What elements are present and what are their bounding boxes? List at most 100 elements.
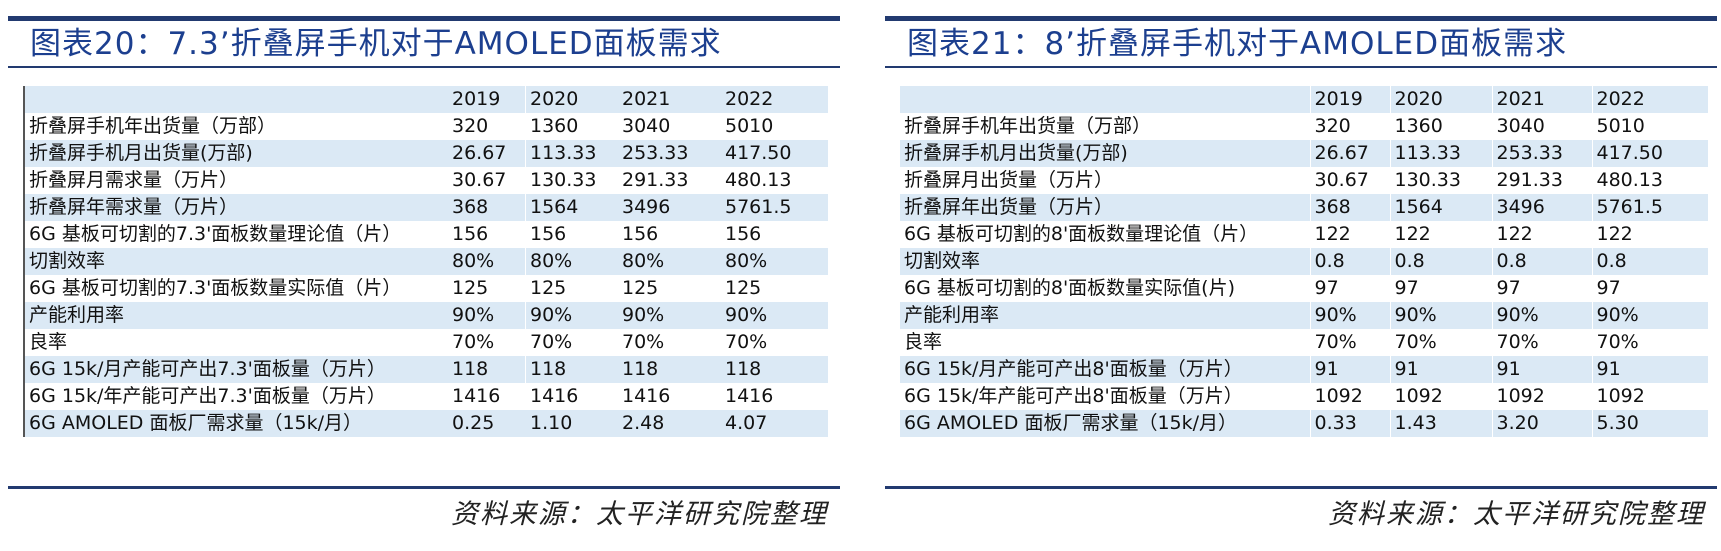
value-cell: 1.43 [1389, 410, 1492, 437]
year-header-cell: 2020 [526, 86, 618, 113]
table-row: 切割效率 80% 80% 80% 80% [24, 248, 828, 275]
year-header-cell: 2019 [448, 86, 526, 113]
row-label-cell: 折叠屏月出货量（万片） [904, 169, 1114, 191]
value-cell: 1416 [725, 385, 774, 407]
header-corner-cell [24, 86, 448, 113]
table-row: 切割效率 0.8 0.8 0.8 0.8 [900, 248, 1708, 275]
value-cell: 320 [452, 115, 489, 137]
table-row: 6G 15k/年产能可产出8'面板量（万片） 1092 1092 1092 1092 [900, 383, 1708, 410]
table-row: 6G AMOLED 面板厂需求量（15k/月） 0.25 1.10 2.48 4.07 [24, 410, 828, 437]
value-cell: 1416 [452, 385, 501, 407]
value-cell: 90% [1389, 302, 1492, 329]
value-cell: 3496 [618, 194, 721, 221]
table-row: 折叠屏手机月出货量(万部) 26.67 113.33 253.33 417.50 [24, 140, 828, 167]
value-cell: 125 [452, 277, 489, 299]
value-cell: 122 [1491, 221, 1592, 248]
value-cell: 90% [721, 302, 828, 329]
value-cell: 26.67 [448, 140, 526, 167]
value-cell: 70% [1309, 329, 1390, 356]
row-label-cell: 6G 15k/月产能可产出7.3'面板量（万片） [24, 356, 448, 383]
value-cell: 320 [1309, 113, 1390, 140]
value-cell: 0.8 [1491, 248, 1592, 275]
row-label-cell: 切割效率 [900, 248, 1310, 275]
title-underline [885, 66, 1717, 68]
row-label-cell: 折叠屏手机月出货量(万部) [24, 140, 448, 167]
value-cell: 90% [1491, 302, 1592, 329]
value-cell: 368 [448, 194, 526, 221]
value-cell: 480.13 [725, 169, 792, 191]
table-row: 6G 基板可切割的8'面板数量实际值(片) 97 97 97 97 [900, 275, 1708, 302]
value-cell: 70% [530, 331, 573, 353]
value-cell: 0.8 [1389, 248, 1492, 275]
value-cell: 80% [618, 248, 721, 275]
value-cell: 1092 [1389, 383, 1492, 410]
row-label-cell: 6G 15k/年产能可产出8'面板量（万片） [904, 385, 1243, 407]
value-cell: 91 [1389, 356, 1492, 383]
value-cell: 156 [622, 223, 659, 245]
table-row: 产能利用率 90% 90% 90% 90% [900, 302, 1708, 329]
top-rule [8, 16, 840, 21]
value-cell: 130.33 [1389, 167, 1492, 194]
value-cell: 0.8 [1591, 248, 1708, 275]
value-cell: 125 [530, 277, 567, 299]
value-cell: 118 [526, 356, 618, 383]
value-cell: 97 [1389, 275, 1492, 302]
table-panel-8-inch: 图表21：8’折叠屏手机对于AMOLED面板需求 2019 2020 2021 202… [885, 0, 1717, 551]
value-cell: 70% [1389, 329, 1492, 356]
value-cell: 125 [725, 277, 762, 299]
table-row: 折叠屏手机年出货量（万部） 320 1360 3040 5010 [24, 113, 828, 140]
value-cell: 91 [1491, 356, 1592, 383]
row-label-cell: 切割效率 [24, 248, 448, 275]
row-label-cell: 6G 基板可切割的7.3'面板数量理论值（片） [29, 223, 402, 245]
value-cell: 70% [725, 331, 768, 353]
value-cell: 130.33 [530, 169, 597, 191]
row-label-cell: 6G 基板可切割的7.3'面板数量实际值（片） [29, 277, 402, 299]
table-row: 折叠屏月需求量（万片） 30.67 130.33 291.33 480.13 [24, 167, 828, 194]
source-note: 资料来源：太平洋研究院整理 [1328, 499, 1705, 530]
table-row: 良率 70% 70% 70% 70% [900, 329, 1708, 356]
table-row: 产能利用率 90% 90% 90% 90% [24, 302, 828, 329]
table-body: 2019 2020 2021 2022 折叠屏手机年出货量（万部） 320 1360 3040… [24, 86, 828, 437]
header-row: 2019 2020 2021 2022 [24, 86, 828, 113]
value-cell: 253.33 [1491, 140, 1592, 167]
value-cell: 417.50 [1591, 140, 1708, 167]
table-row: 6G 15k/月产能可产出8'面板量（万片） 91 91 91 91 [900, 356, 1708, 383]
value-cell: 291.33 [1491, 167, 1592, 194]
year-header-cell: 2021 [618, 86, 721, 113]
value-cell: 156 [725, 223, 762, 245]
row-label-cell: 折叠屏手机年出货量（万部） [29, 115, 277, 137]
table-row: 折叠屏月出货量（万片） 30.67 130.33 291.33 480.13 [900, 167, 1708, 194]
value-cell: 5761.5 [721, 194, 828, 221]
table-row: 6G AMOLED 面板厂需求量（15k/月） 0.33 1.43 3.20 5.30 [900, 410, 1708, 437]
value-cell: 4.07 [721, 410, 828, 437]
value-cell: 113.33 [526, 140, 618, 167]
bottom-rule [885, 486, 1717, 489]
value-cell: 0.25 [448, 410, 526, 437]
row-label-cell: 折叠屏手机月出货量(万部) [900, 140, 1310, 167]
header-row: 2019 2020 2021 2022 [900, 86, 1708, 113]
value-cell: 80% [526, 248, 618, 275]
value-cell: 90% [526, 302, 618, 329]
value-cell: 70% [622, 331, 665, 353]
value-cell: 113.33 [1389, 140, 1492, 167]
table-row: 折叠屏手机月出货量(万部) 26.67 113.33 253.33 417.50 [900, 140, 1708, 167]
row-label-cell: 6G 15k/年产能可产出7.3'面板量（万片） [29, 385, 386, 407]
value-cell: 90% [618, 302, 721, 329]
value-cell: 70% [452, 331, 495, 353]
value-cell: 156 [530, 223, 567, 245]
row-label-cell: 折叠屏年需求量（万片） [24, 194, 448, 221]
value-cell: 3040 [1491, 113, 1592, 140]
value-cell: 1564 [1389, 194, 1492, 221]
data-table: 2019 2020 2021 2022 折叠屏手机年出货量（万部） 320 1360 3040… [23, 86, 828, 437]
row-label-cell: 产能利用率 [900, 302, 1310, 329]
value-cell: 156 [452, 223, 489, 245]
value-cell: 1564 [526, 194, 618, 221]
value-cell: 5761.5 [1591, 194, 1708, 221]
value-cell: 291.33 [622, 169, 689, 191]
value-cell: 480.13 [1591, 167, 1708, 194]
value-cell: 90% [1591, 302, 1708, 329]
row-label-cell: 产能利用率 [24, 302, 448, 329]
value-cell: 0.33 [1309, 410, 1390, 437]
value-cell: 1360 [1389, 113, 1492, 140]
table-title: 图表21：8’折叠屏手机对于AMOLED面板需求 [907, 26, 1568, 62]
